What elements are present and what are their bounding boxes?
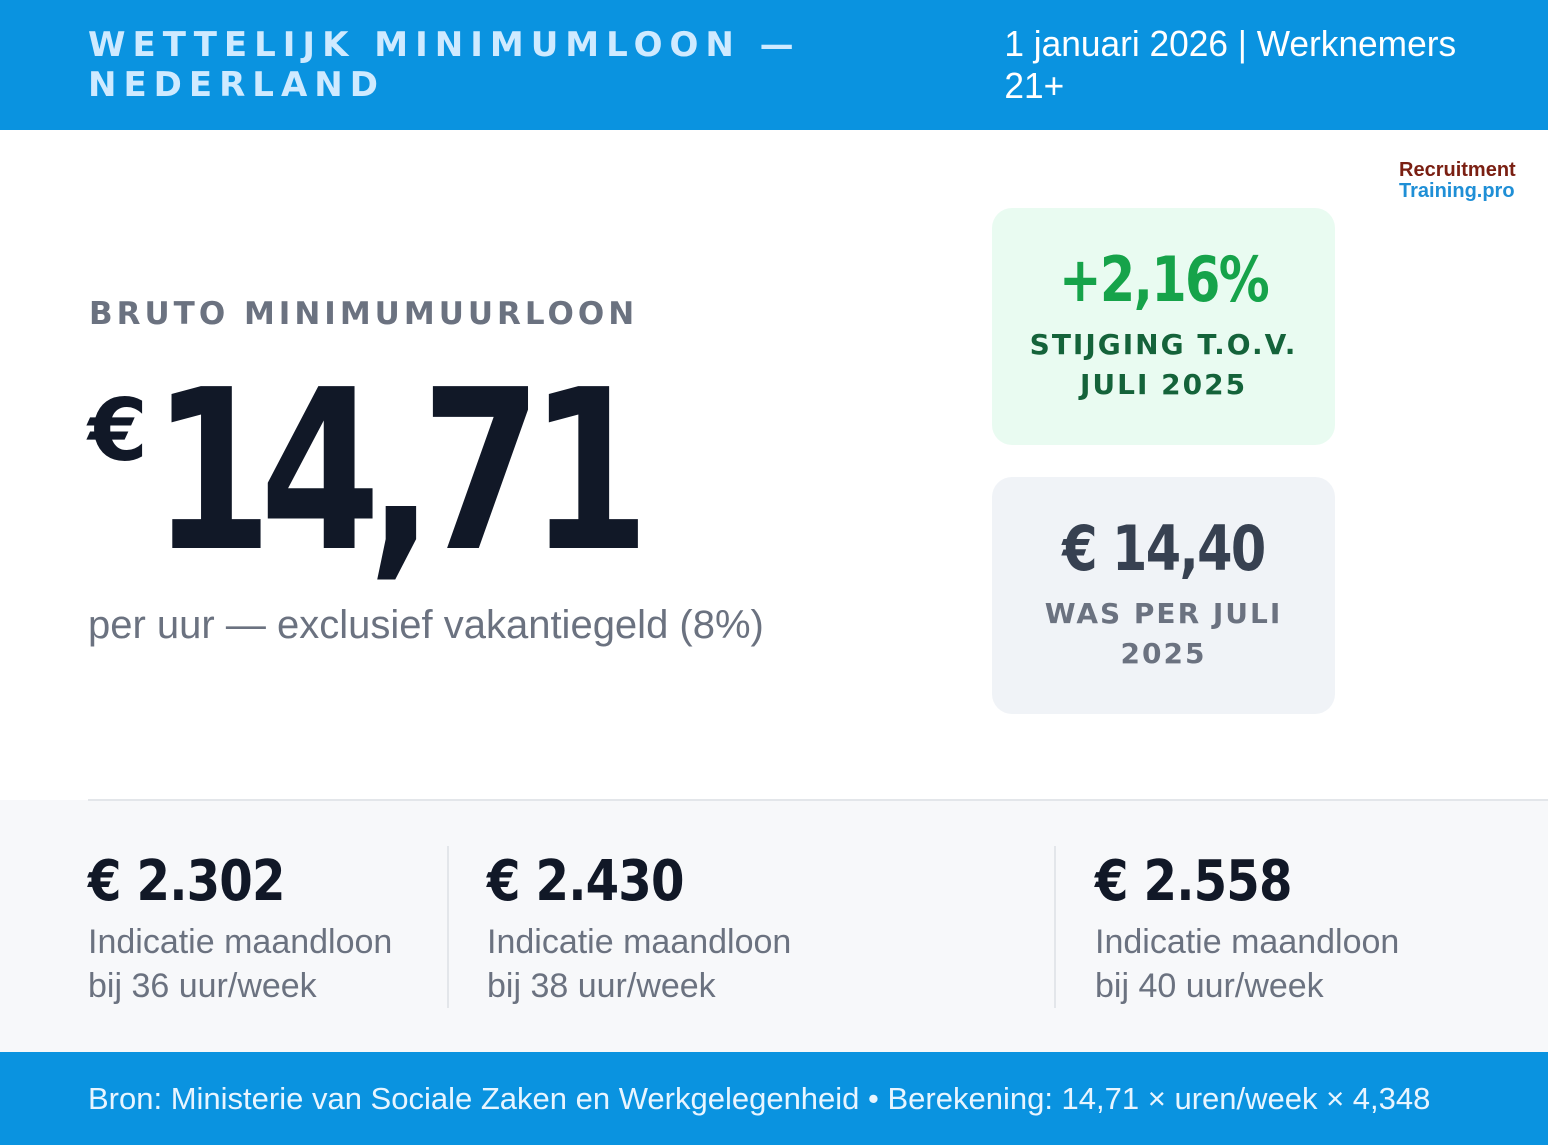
monthly-wage-value: € 2.430 [487,849,684,914]
hourly-wage-label: BRUTO MINIMUMUURLOON [89,296,639,332]
logo-line-1: Recruitment [1399,159,1516,181]
divider [1054,846,1056,1008]
monthly-wage-desc-line1: Indicatie maandloon [487,923,792,961]
monthly-wage-desc-line2: bij 40 uur/week [1095,967,1324,1005]
brand-logo: Recruitment Training.pro [1399,160,1529,201]
monthly-wage-desc-line1: Indicatie maandloon [88,923,393,961]
increase-value: +2,16% [1058,242,1270,316]
previous-wage-value: € 14,40 [1062,511,1266,585]
divider [447,846,449,1008]
previous-wage-card: € 14,40 WAS PER JULI 2025 [992,477,1335,714]
increase-card: +2,16% STIJGING T.O.V. JULI 2025 [992,208,1335,445]
increase-label: STIJGING T.O.V. JULI 2025 [1029,327,1298,401]
monthly-wage-panel [0,800,1548,1052]
monthly-wage-desc-line1: Indicatie maandloon [1095,923,1400,961]
logo-line-2: Training.pro [1399,180,1515,202]
header-title: WETTELIJK MINIMUMLOON — NEDERLAND [88,25,801,105]
monthly-wage-40h: € 2.558 Indicatie maandloon bij 40 uur/w… [1095,850,1399,1008]
monthly-wage-value: € 2.558 [1095,849,1292,914]
monthly-wage-desc-line2: bij 36 uur/week [88,967,317,1005]
hourly-wage-value: 14,71 [151,343,650,601]
header-subtitle: 1 januari 2026 | Werknemers 21+ [1004,23,1456,106]
monthly-wage-desc-line2: bij 38 uur/week [487,967,716,1005]
footer-bar: Bron: Ministerie van Sociale Zaken en We… [0,1052,1548,1145]
hourly-wage-note: per uur — exclusief vakantiegeld (8%) [88,603,764,647]
monthly-wage-36h: € 2.302 Indicatie maandloon bij 36 uur/w… [88,850,392,1008]
source-note: Bron: Ministerie van Sociale Zaken en We… [88,1080,1431,1116]
header-bar: WETTELIJK MINIMUMLOON — NEDERLAND 1 janu… [0,0,1548,130]
monthly-wage-38h: € 2.430 Indicatie maandloon bij 38 uur/w… [487,850,791,1008]
divider [88,799,1548,801]
hourly-wage: € 14,71 [88,343,774,601]
previous-wage-label: WAS PER JULI 2025 [1044,596,1283,670]
currency-symbol: € [88,381,148,481]
monthly-wage-value: € 2.302 [88,849,285,914]
